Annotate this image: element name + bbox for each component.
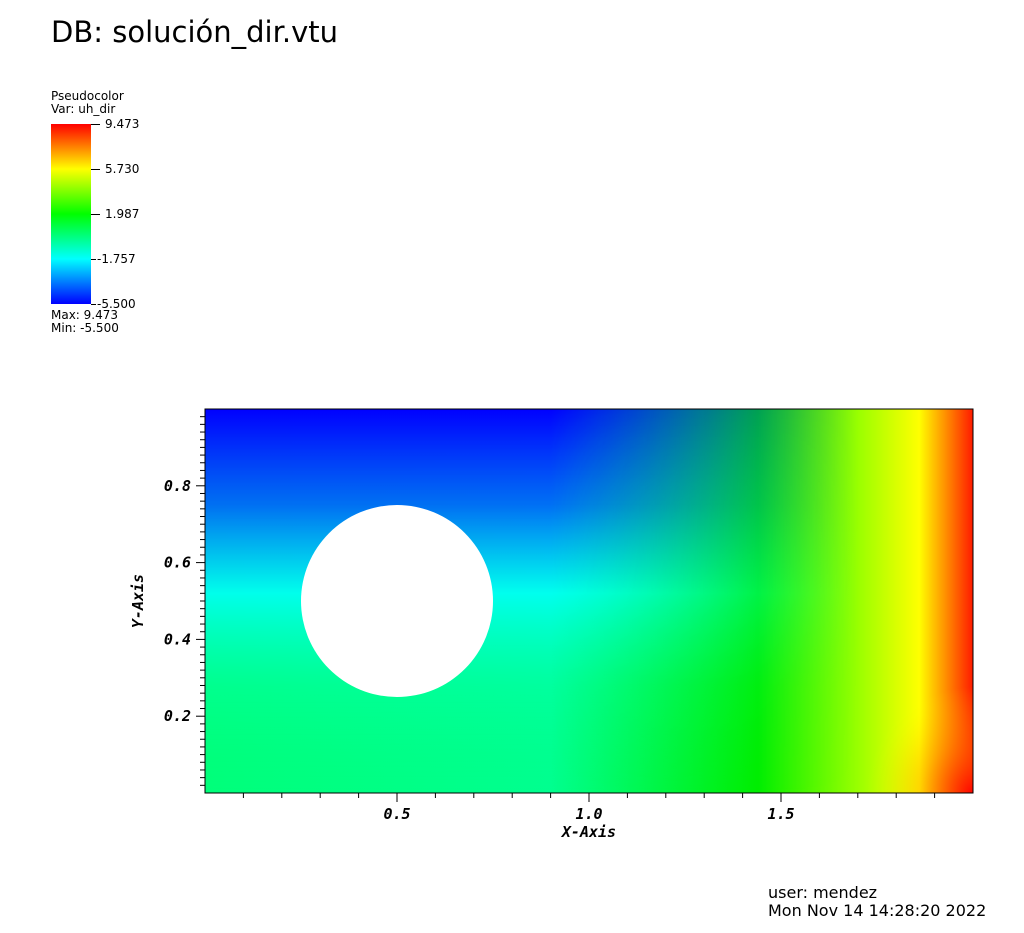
x-tick-label: 1.5 xyxy=(767,805,794,823)
y-tick-label: 0.4 xyxy=(164,630,191,648)
colorbar-tick: -1.757 xyxy=(91,252,136,266)
legend-max: Max: 9.473 xyxy=(51,308,119,322)
colorbar-tick: 5.730 xyxy=(91,162,140,176)
colorbar-tick: 9.473 xyxy=(91,117,140,131)
y-tick-label: 0.8 xyxy=(164,477,191,495)
y-axis-ticks xyxy=(196,416,205,786)
legend-min: Min: -5.500 xyxy=(51,321,119,335)
x-axis-tick-labels: 0.5 1.0 1.5 xyxy=(383,805,794,823)
pseudocolor-legend: Pseudocolor Var: uh_dir 9.473 5.730 1.98… xyxy=(51,90,211,340)
circular-hole xyxy=(301,505,493,697)
x-axis-title: X-Axis xyxy=(560,823,616,841)
colorbar-tick-label: 1.987 xyxy=(105,207,140,221)
x-tick-label: 1.0 xyxy=(575,805,602,823)
footer-info: user: mendez Mon Nov 14 14:28:20 2022 xyxy=(768,884,986,920)
database-title: DB: solución_dir.vtu xyxy=(51,15,338,49)
colorbar xyxy=(51,124,91,304)
x-tick-label: 0.5 xyxy=(383,805,410,823)
colorbar-tick: 1.987 xyxy=(91,207,140,221)
y-tick-label: 0.6 xyxy=(164,554,191,572)
legend-variable: Var: uh_dir xyxy=(51,102,116,116)
y-axis-tick-labels: 0.2 0.4 0.6 0.8 xyxy=(164,477,191,725)
colorbar-tick-label: 5.730 xyxy=(105,162,140,176)
y-axis-title: Y-Axis xyxy=(129,574,147,628)
footer-timestamp: Mon Nov 14 14:28:20 2022 xyxy=(768,901,987,920)
colorbar-tick-label: -5.500 xyxy=(97,297,136,311)
colorbar-tick: -5.500 xyxy=(91,297,136,311)
x-axis-ticks xyxy=(242,793,936,802)
y-tick-label: 0.2 xyxy=(164,707,191,725)
legend-plot-type: Pseudocolor xyxy=(51,89,124,103)
colorbar-tick-label: -1.757 xyxy=(97,252,136,266)
footer-user: user: mendez xyxy=(768,883,878,902)
pseudocolor-field-corner-shading xyxy=(780,600,973,793)
colorbar-tick-label: 9.473 xyxy=(105,117,140,131)
